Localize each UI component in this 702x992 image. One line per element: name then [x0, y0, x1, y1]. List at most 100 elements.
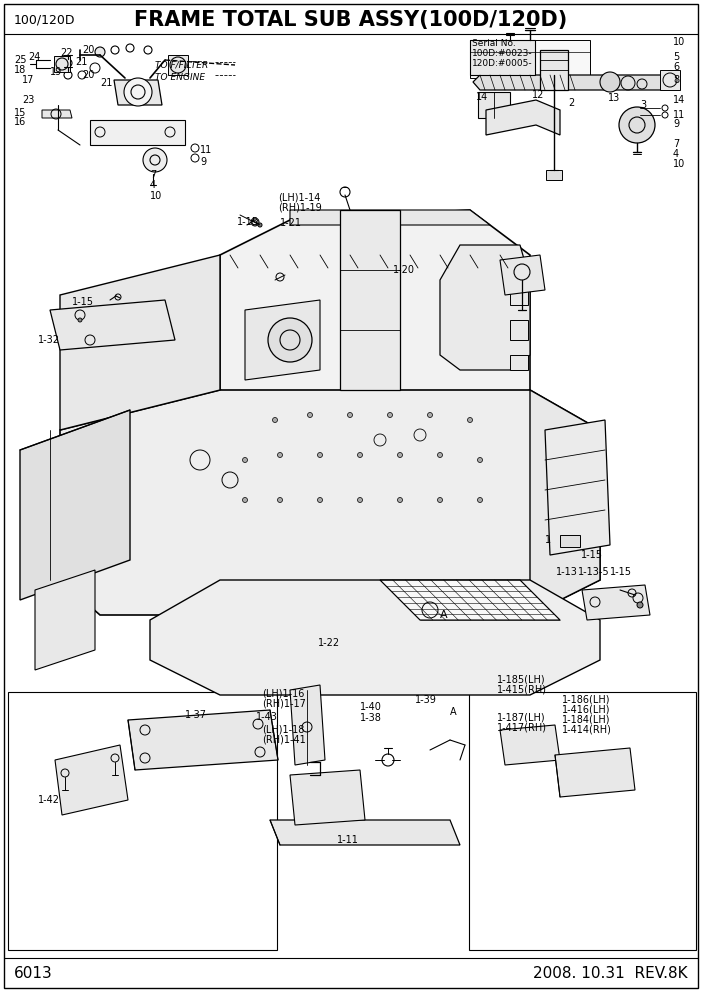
Polygon shape — [55, 745, 128, 815]
Polygon shape — [60, 255, 220, 430]
Circle shape — [242, 498, 248, 503]
Circle shape — [437, 498, 442, 503]
Circle shape — [397, 498, 402, 503]
Circle shape — [78, 318, 82, 322]
Circle shape — [95, 47, 105, 57]
Text: 4: 4 — [150, 180, 156, 190]
Text: 1-37: 1-37 — [185, 710, 207, 720]
Circle shape — [468, 418, 472, 423]
Text: 4: 4 — [673, 149, 679, 159]
Circle shape — [272, 418, 277, 423]
Polygon shape — [486, 100, 560, 135]
Text: 5: 5 — [673, 52, 680, 62]
Text: 1-38: 1-38 — [360, 713, 382, 723]
Polygon shape — [150, 580, 600, 695]
Text: 1: 1 — [545, 535, 551, 545]
Text: 20: 20 — [82, 70, 94, 80]
Circle shape — [397, 452, 402, 457]
Text: 6: 6 — [673, 62, 679, 72]
Text: 1-32: 1-32 — [38, 335, 60, 345]
Polygon shape — [540, 50, 568, 90]
Text: A: A — [440, 610, 448, 620]
Text: 10: 10 — [150, 191, 162, 201]
Text: 1-15: 1-15 — [610, 567, 632, 577]
Text: 22: 22 — [60, 48, 72, 58]
Polygon shape — [340, 210, 400, 390]
Text: 23: 23 — [22, 95, 34, 105]
Text: 18: 18 — [14, 65, 26, 75]
Text: 100D:#0023-: 100D:#0023- — [472, 49, 533, 58]
Text: 3: 3 — [640, 100, 646, 110]
Text: 2: 2 — [568, 98, 574, 108]
Text: (LH)1-16: (LH)1-16 — [262, 688, 305, 698]
Text: (RH)1-17: (RH)1-17 — [262, 698, 306, 708]
Circle shape — [388, 413, 392, 418]
Text: 10: 10 — [673, 159, 685, 169]
Text: (RH)1-19: (RH)1-19 — [278, 203, 322, 213]
Circle shape — [317, 452, 322, 457]
Text: 24: 24 — [28, 52, 41, 62]
Polygon shape — [546, 170, 562, 180]
Text: 1-43: 1-43 — [256, 712, 278, 722]
Polygon shape — [545, 420, 610, 555]
Polygon shape — [90, 120, 185, 145]
Circle shape — [124, 78, 152, 106]
Polygon shape — [500, 255, 545, 295]
Polygon shape — [380, 580, 560, 620]
Text: 8: 8 — [673, 75, 679, 85]
Text: (LH)1-18: (LH)1-18 — [262, 725, 305, 735]
Text: 10: 10 — [673, 37, 685, 47]
Polygon shape — [60, 390, 600, 615]
Text: 21: 21 — [100, 78, 112, 88]
Circle shape — [347, 413, 352, 418]
Text: 1-39: 1-39 — [415, 695, 437, 705]
Text: 1-417(RH): 1-417(RH) — [497, 723, 547, 733]
Polygon shape — [128, 710, 278, 770]
Circle shape — [477, 498, 482, 503]
Text: (RH)1-41: (RH)1-41 — [262, 735, 306, 745]
Text: 1-185(LH): 1-185(LH) — [497, 675, 545, 685]
Polygon shape — [114, 80, 162, 105]
Text: (LH)1-14: (LH)1-14 — [278, 193, 320, 203]
Circle shape — [242, 457, 248, 462]
Polygon shape — [50, 300, 175, 350]
Bar — [510, 320, 528, 340]
Text: 11: 11 — [200, 145, 212, 155]
Text: 9: 9 — [673, 119, 679, 129]
Polygon shape — [440, 245, 530, 370]
Text: 1-22: 1-22 — [318, 638, 340, 648]
Text: 120D:#0005-: 120D:#0005- — [472, 59, 533, 67]
Circle shape — [258, 223, 262, 227]
Polygon shape — [290, 685, 325, 765]
Text: 7: 7 — [673, 139, 680, 149]
Bar — [469, 692, 696, 950]
Polygon shape — [168, 55, 188, 75]
Text: 17: 17 — [22, 75, 34, 85]
Text: 14: 14 — [476, 92, 489, 102]
Text: 19: 19 — [50, 67, 62, 77]
Circle shape — [437, 452, 442, 457]
Text: 1-13-5: 1-13-5 — [578, 567, 609, 577]
Text: 7: 7 — [150, 170, 157, 180]
Text: 1-15: 1-15 — [72, 297, 94, 307]
Polygon shape — [20, 410, 130, 600]
Text: A: A — [450, 707, 456, 717]
Circle shape — [307, 413, 312, 418]
Circle shape — [619, 107, 655, 143]
Bar — [470, 40, 535, 75]
Text: 1-42: 1-42 — [38, 795, 60, 805]
Text: 1-186(LH): 1-186(LH) — [562, 695, 611, 705]
Polygon shape — [54, 56, 70, 72]
Bar — [470, 40, 590, 78]
Polygon shape — [35, 570, 95, 670]
Polygon shape — [290, 770, 365, 825]
Circle shape — [317, 498, 322, 503]
Polygon shape — [478, 92, 510, 118]
Bar — [660, 70, 680, 90]
Circle shape — [637, 602, 643, 608]
Polygon shape — [270, 820, 460, 845]
Text: 11: 11 — [673, 110, 685, 120]
Text: 9: 9 — [200, 157, 206, 167]
Text: 1-187(LH): 1-187(LH) — [497, 713, 545, 723]
Polygon shape — [42, 110, 72, 118]
